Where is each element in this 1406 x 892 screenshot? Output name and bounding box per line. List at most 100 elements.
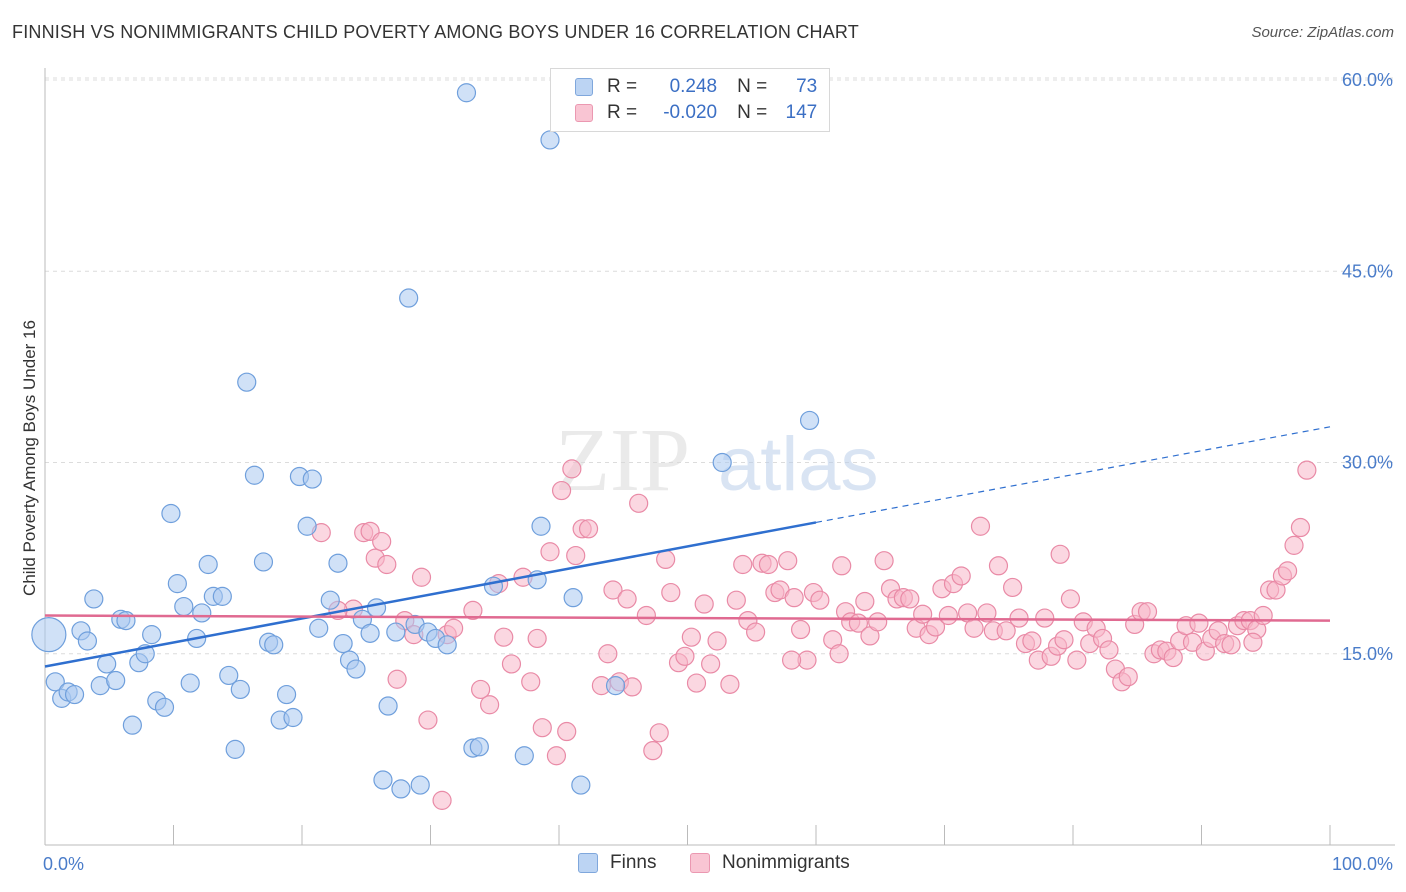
nonimmigrants-point <box>494 627 514 647</box>
nonimmigrants-point <box>977 603 997 623</box>
finns-point <box>198 554 218 575</box>
nonimmigrants-point <box>521 672 541 692</box>
x-tick-label: 100.0% <box>1332 854 1393 874</box>
finns-point <box>391 779 411 799</box>
nonimmigrants-points <box>311 459 1317 810</box>
finns-point <box>212 586 232 606</box>
y-axis-label: Child Poverty Among Boys Under 16 <box>20 320 39 596</box>
nonimmigrants-point <box>694 594 714 614</box>
x-tick-labels: 0.0% 100.0% <box>43 854 1393 874</box>
axes <box>44 68 1395 846</box>
watermark-zip: ZIP <box>555 411 690 510</box>
finns-point <box>320 590 340 610</box>
y-tick-label: 60.0% <box>1342 70 1393 90</box>
nonimmigrants-point <box>938 605 958 626</box>
finns-point <box>219 665 239 686</box>
trend-lines <box>44 426 1331 668</box>
finns-point <box>230 679 250 700</box>
finns-point <box>45 672 65 692</box>
nonimmigrants-point <box>1022 631 1042 651</box>
nonimmigrants-point <box>562 459 582 479</box>
legend-n-label: N = <box>737 76 768 97</box>
nonimmigrants-point <box>546 746 567 766</box>
nonimmigrants-point <box>900 589 920 609</box>
nonimmigrants-legend-swatch <box>690 853 710 873</box>
nonimmigrants-point <box>418 710 438 730</box>
nonimmigrants-point <box>1050 544 1070 564</box>
nonimmigrants-point <box>480 695 500 715</box>
nonimmigrants-point <box>598 644 618 664</box>
finns-points <box>31 83 820 799</box>
legend-row-nonimmigrants: R = -0.020 N = 147 <box>575 100 817 126</box>
nonimmigrants-point <box>372 531 392 552</box>
nonimmigrants-point <box>681 627 701 647</box>
finns-point <box>469 737 489 757</box>
nonimmigrants-point <box>1060 589 1081 609</box>
nonimmigrants-point <box>874 551 894 571</box>
finns-point <box>174 596 194 617</box>
finns-point <box>531 516 551 536</box>
nonimmigrants-point <box>1243 632 1263 652</box>
nonimmigrants-point <box>1297 460 1317 480</box>
legend-r-label: R = <box>607 76 638 97</box>
finns-trend-extension <box>815 426 1331 524</box>
nonimmigrants-point <box>603 580 623 600</box>
watermark: ZIP atlas <box>555 411 879 510</box>
nonimmigrants-point <box>996 621 1016 641</box>
nonimmigrants-point <box>566 545 586 566</box>
finns-point <box>514 746 534 766</box>
legend-n-label: N = <box>737 102 768 123</box>
nonimmigrants-point <box>733 554 753 575</box>
nonimmigrants-point <box>557 721 577 742</box>
nonimmigrants-point <box>661 582 681 603</box>
nonimmigrants-point <box>720 674 740 694</box>
nonimmigrants-point <box>636 605 656 626</box>
legend-finns-r: 0.248 <box>669 76 718 97</box>
nonimmigrants-point <box>746 622 766 642</box>
finns-point <box>97 654 117 674</box>
nonimmigrants-point <box>1284 535 1304 555</box>
finns-point <box>540 130 560 150</box>
nonimmigrants-swatch <box>575 104 593 122</box>
legend-row-finns: R = 0.248 N = 73 <box>575 74 817 100</box>
nonimmigrants-point <box>643 741 663 761</box>
finns-point <box>410 775 430 795</box>
finns-point <box>712 452 732 473</box>
nonimmigrants-point <box>970 516 991 536</box>
finns-point <box>360 623 380 643</box>
nonimmigrants-point <box>1067 650 1087 670</box>
finns-point <box>106 670 126 691</box>
nonimmigrants-point <box>501 654 522 674</box>
finns-swatch <box>575 78 593 96</box>
finns-point <box>116 610 136 631</box>
finns-point <box>180 673 200 693</box>
finns-point <box>122 715 142 735</box>
legend-nonimmigrants-r: -0.020 <box>663 102 718 123</box>
nonimmigrants-point <box>1221 635 1241 655</box>
nonimmigrants-point <box>1003 577 1023 598</box>
finns-point <box>386 622 406 642</box>
nonimmigrants-point <box>810 590 830 610</box>
finns-point <box>799 410 820 431</box>
nonimmigrants-point <box>988 556 1009 576</box>
finns-point <box>437 635 457 655</box>
finns-point <box>142 625 162 645</box>
nonimmigrants-point <box>1009 608 1029 628</box>
nonimmigrants-point <box>540 542 560 562</box>
finns-point <box>302 469 322 489</box>
finns-point <box>154 697 175 717</box>
nonimmigrants-point <box>1290 517 1311 538</box>
nonimmigrants-point <box>707 631 727 651</box>
nonimmigrants-point <box>781 650 802 670</box>
legend-finns-n: 73 <box>796 76 818 97</box>
finns-legend-swatch <box>578 853 598 873</box>
nonimmigrants-point <box>1137 602 1158 622</box>
finns-point <box>237 372 257 392</box>
nonimmigrants-point <box>790 619 811 640</box>
legend-r-label: R = <box>607 102 638 123</box>
finns-point <box>31 617 67 653</box>
nonimmigrants-point <box>1277 561 1298 581</box>
nonimmigrants-point <box>1189 613 1209 633</box>
finns-point <box>84 589 104 609</box>
